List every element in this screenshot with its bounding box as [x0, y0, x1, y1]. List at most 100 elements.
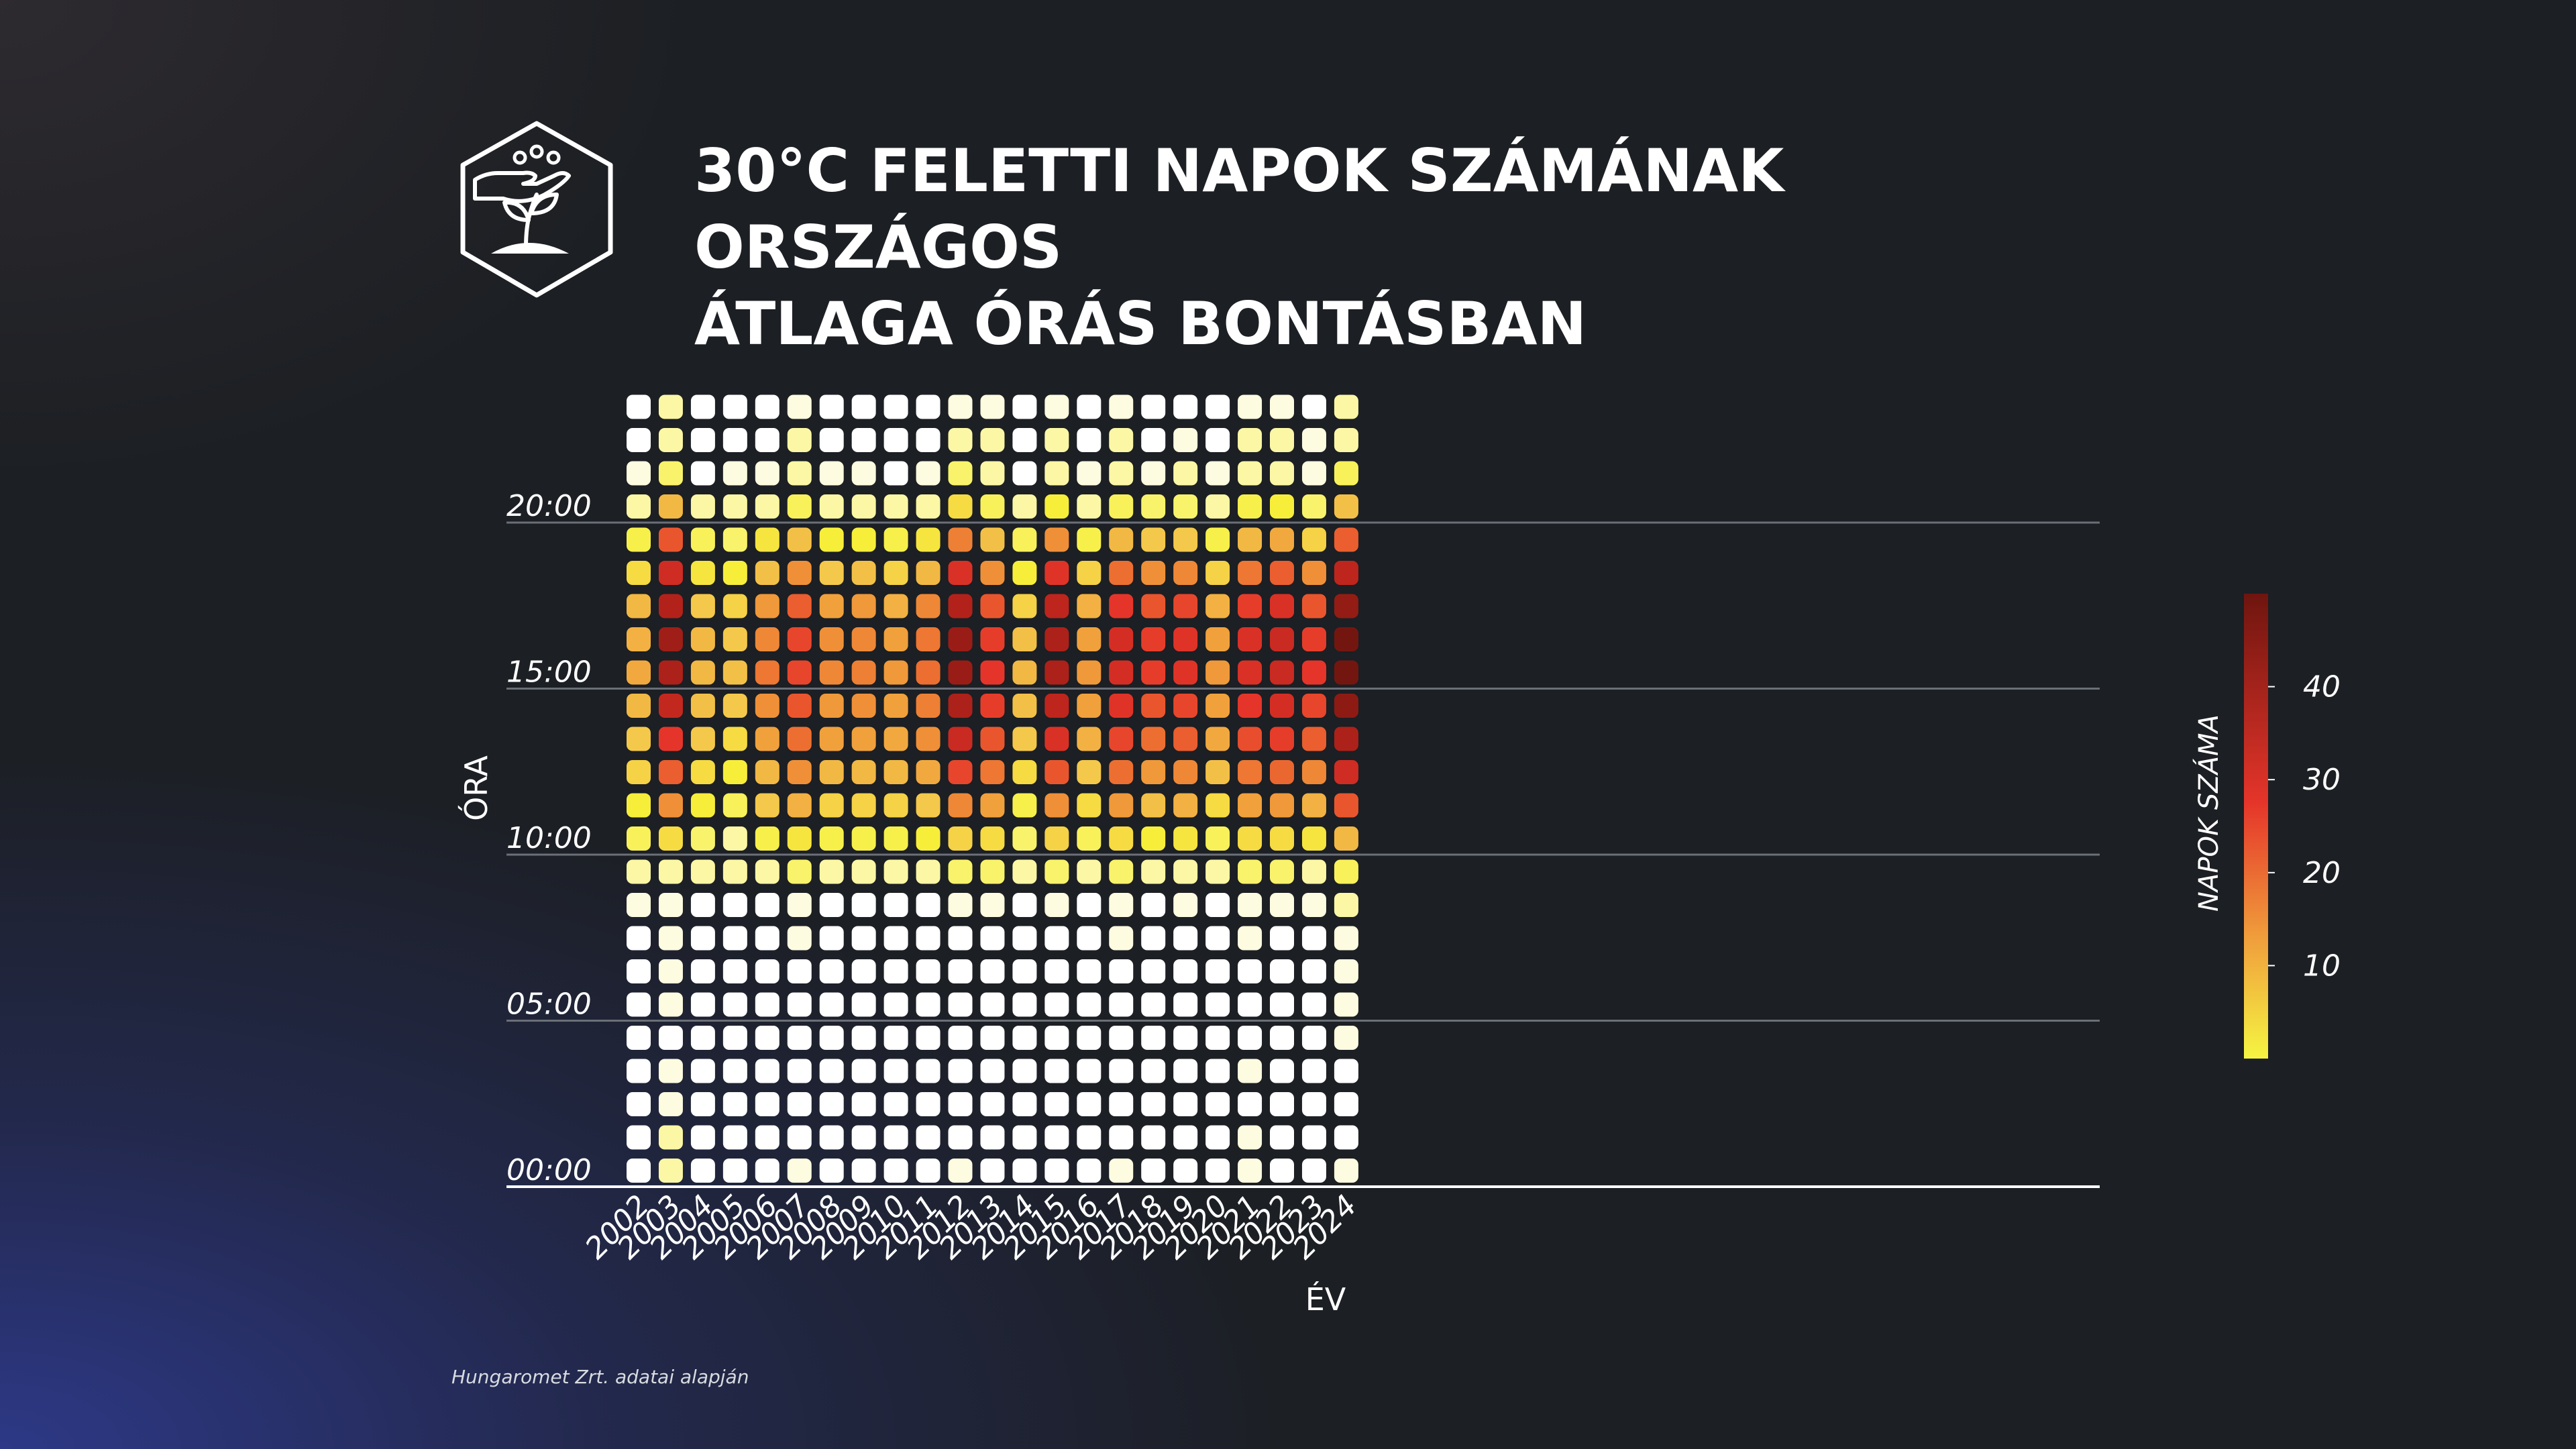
heatmap-cell — [1205, 428, 1230, 452]
heatmap-cell — [1334, 926, 1358, 951]
heatmap-cell — [1109, 494, 1134, 519]
heatmap-cell — [883, 527, 908, 552]
heatmap-cell — [1012, 893, 1037, 917]
heatmap-cell — [1238, 394, 1263, 419]
heatmap-cell — [948, 1159, 973, 1183]
heatmap-cell — [1334, 561, 1358, 585]
heatmap-cell — [980, 527, 1005, 552]
heatmap-cell — [627, 959, 651, 983]
heatmap-cell — [722, 1159, 747, 1183]
heatmap-cell — [658, 926, 683, 951]
heatmap-cell — [916, 926, 941, 951]
heatmap-cell — [658, 428, 683, 452]
heatmap-cell — [1077, 1159, 1102, 1183]
heatmap-cell — [1109, 793, 1134, 818]
heatmap-cell — [690, 594, 715, 619]
heatmap-cell — [1301, 760, 1326, 784]
heatmap-cell — [1301, 1059, 1326, 1083]
heatmap-cell — [690, 627, 715, 651]
heatmap-cell — [787, 826, 812, 851]
heatmap-cell — [1270, 826, 1294, 851]
heatmap-cell — [1334, 594, 1358, 619]
heatmap-cell — [916, 694, 941, 718]
heatmap-cell — [722, 1125, 747, 1150]
heatmap-cell — [883, 1059, 908, 1083]
heatmap-cell — [916, 527, 941, 552]
heatmap-cell — [1301, 893, 1326, 917]
heatmap-cell — [1205, 627, 1230, 651]
heatmap-cell — [851, 760, 876, 784]
heatmap-cell — [1173, 694, 1198, 718]
heatmap-cell — [755, 959, 780, 983]
heatmap-cell — [1205, 394, 1230, 419]
heatmap-cell — [1141, 494, 1166, 519]
heatmap-cell — [916, 594, 941, 619]
heatmap-cell — [627, 461, 651, 486]
heatmap-cell — [819, 660, 844, 685]
heatmap-cell — [627, 494, 651, 519]
heatmap-cell — [690, 1026, 715, 1050]
heatmap-cell — [1238, 992, 1263, 1017]
heatmap-cell — [1012, 959, 1037, 983]
heatmap-cell — [1044, 594, 1069, 619]
heatmap-cell — [1012, 428, 1037, 452]
heatmap-cell — [1044, 1059, 1069, 1083]
colorbar-tick-label: 10 — [2303, 949, 2341, 983]
heatmap-cell — [1044, 760, 1069, 784]
heatmap-cell — [755, 394, 780, 419]
heatmap-cell — [851, 494, 876, 519]
heatmap-cell — [787, 461, 812, 486]
heatmap-cell — [1044, 1092, 1069, 1116]
heatmap-cell — [627, 394, 651, 419]
heatmap-cell — [690, 527, 715, 552]
heatmap-cell — [1012, 760, 1037, 784]
heatmap-cell — [690, 826, 715, 851]
heatmap-cell — [787, 1159, 812, 1183]
heatmap-cell — [1238, 561, 1263, 585]
heatmap-cell — [1173, 660, 1198, 685]
heatmap-cell — [1270, 527, 1294, 552]
heatmap-cell — [851, 428, 876, 452]
heatmap-cell — [722, 394, 747, 419]
heatmap-cell — [980, 826, 1005, 851]
heatmap-cell — [755, 859, 780, 884]
heatmap-cell — [1334, 859, 1358, 884]
heatmap-cell — [1141, 594, 1166, 619]
heatmap-cell — [787, 660, 812, 685]
heatmap-cell — [755, 561, 780, 585]
heatmap-cell — [1270, 494, 1294, 519]
heatmap-cell — [1173, 727, 1198, 751]
heatmap-cell — [980, 1059, 1005, 1083]
heatmap-cell — [1238, 494, 1263, 519]
heatmap-cell — [1301, 494, 1326, 519]
heatmap-cell — [627, 926, 651, 951]
heatmap-cell — [787, 992, 812, 1017]
heatmap-cell — [1238, 1026, 1263, 1050]
heatmap-cell — [1238, 1092, 1263, 1116]
colorbar-ticks: 10 20 30 40 — [2268, 670, 2341, 983]
heatmap-cell — [948, 694, 973, 718]
heatmap-cell — [883, 760, 908, 784]
heatmap-cell — [627, 893, 651, 917]
heatmap-cell — [1173, 394, 1198, 419]
heatmap-cell — [627, 594, 651, 619]
heatmap-cell — [1173, 793, 1198, 818]
heatmap-cell — [1205, 992, 1230, 1017]
heatmap-cell — [819, 893, 844, 917]
heatmap-cell — [690, 428, 715, 452]
heatmap-cell — [658, 826, 683, 851]
heatmap-cell — [1270, 428, 1294, 452]
heatmap-cell — [755, 926, 780, 951]
heatmap-cell — [851, 1059, 876, 1083]
heatmap-cell — [787, 926, 812, 951]
heatmap-cell — [883, 793, 908, 818]
heatmap-cell — [980, 959, 1005, 983]
heatmap-cell — [1270, 594, 1294, 619]
heatmap-cell — [1109, 926, 1134, 951]
heatmap-cell — [819, 793, 844, 818]
heatmap-cell — [787, 561, 812, 585]
heatmap-cell — [627, 527, 651, 552]
heatmap-cell — [948, 859, 973, 884]
heatmap-cell — [980, 1092, 1005, 1116]
heatmap-cell — [627, 793, 651, 818]
